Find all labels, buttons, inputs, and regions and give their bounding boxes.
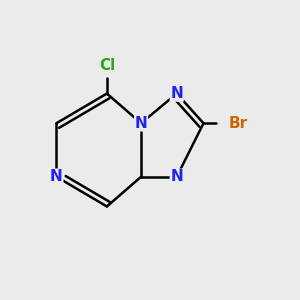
Text: Br: Br: [229, 116, 248, 131]
Text: N: N: [50, 169, 63, 184]
Text: N: N: [170, 86, 183, 101]
Text: N: N: [135, 116, 148, 131]
Text: N: N: [170, 169, 183, 184]
Text: Cl: Cl: [99, 58, 115, 73]
